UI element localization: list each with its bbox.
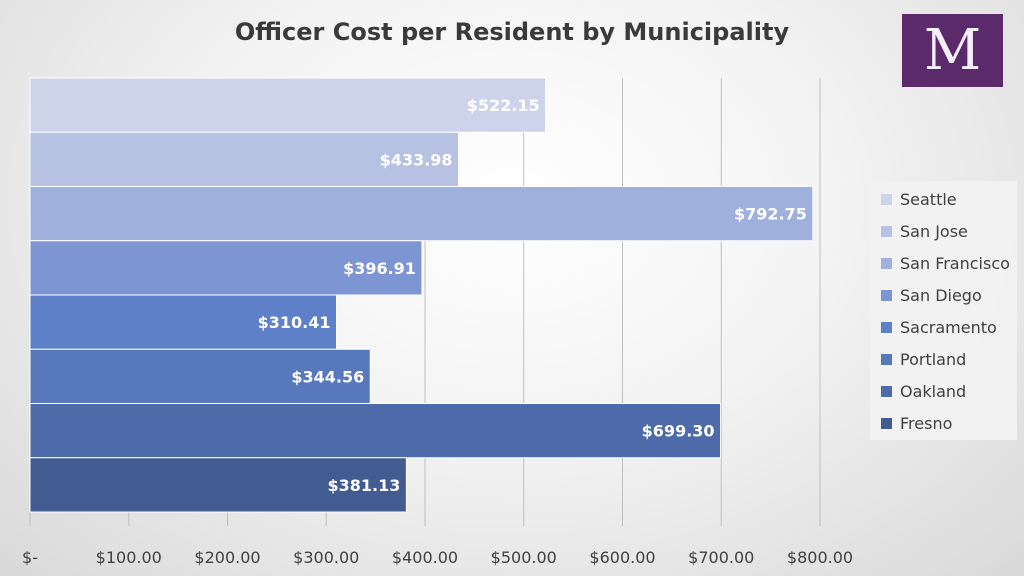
bar-seattle [29,77,547,133]
bar-labels: $522.15 $433.98 $792.75 $396.91 $310.41 $344.… [258,96,807,495]
legend-label: Portland [900,349,967,369]
x-tick-label: $400.00 [392,548,458,567]
bar-fresno [29,457,407,513]
x-tick-label: $100.00 [96,548,162,567]
data-label: $396.91 [343,259,416,278]
chart-title: Officer Cost per Resident by Municipalit… [235,18,790,46]
legend-item: San Jose [870,219,968,243]
x-tick-label: $700.00 [688,548,754,567]
x-tick-label: $800.00 [787,548,853,567]
legend-item: Seattle [870,187,957,211]
legend-label: San Diego [900,285,982,305]
legend-swatch [881,257,892,269]
legend-label: Seattle [900,189,957,209]
data-label: $522.15 [467,96,540,115]
x-tick-label: $- [22,548,38,567]
x-tick-label: $600.00 [589,548,655,567]
data-label: $344.56 [291,367,364,386]
legend-swatch [881,321,892,333]
x-tick-label: $500.00 [491,548,557,567]
legend-label: Sacramento [900,317,997,337]
legend-label: San Jose [900,221,968,241]
legend-swatch [881,289,892,301]
logo-letter: M [923,17,982,83]
bar-san-francisco [29,186,814,242]
logo: M [902,14,1003,87]
legend-swatch [881,417,892,429]
legend-item: San Francisco [870,251,1010,275]
legend-swatch [881,225,892,237]
x-tick-label: $300.00 [293,548,359,567]
legend-swatch [881,193,892,205]
legend-label: Oakland [900,381,967,401]
bar-oakland [29,403,722,459]
legend-item: Sacramento [870,315,997,339]
legend-swatch [881,353,892,365]
legend-label: Fresno [900,413,953,433]
data-label: $381.13 [327,476,400,495]
x-axis: $- $100.00 $200.00 $300.00 $400.00 $500.00 $60… [22,548,853,567]
x-tick-label: $200.00 [194,548,260,567]
legend-swatch [881,385,892,397]
legend-label: San Francisco [900,253,1010,273]
legend-item: Fresno [870,411,952,435]
data-label: $792.75 [734,205,807,224]
bars [29,77,814,513]
legend-item: Portland [870,347,966,371]
data-label: $310.41 [258,313,331,332]
bar-san-jose [29,131,460,187]
bar-san-diego [29,240,423,296]
data-label: $433.98 [380,150,453,169]
legend-item: Oakland [870,379,966,403]
legend: Seattle San Jose San Francisco San Diego Sac… [870,181,1017,440]
legend-item: San Diego [870,283,982,307]
data-label: $699.30 [642,422,715,441]
